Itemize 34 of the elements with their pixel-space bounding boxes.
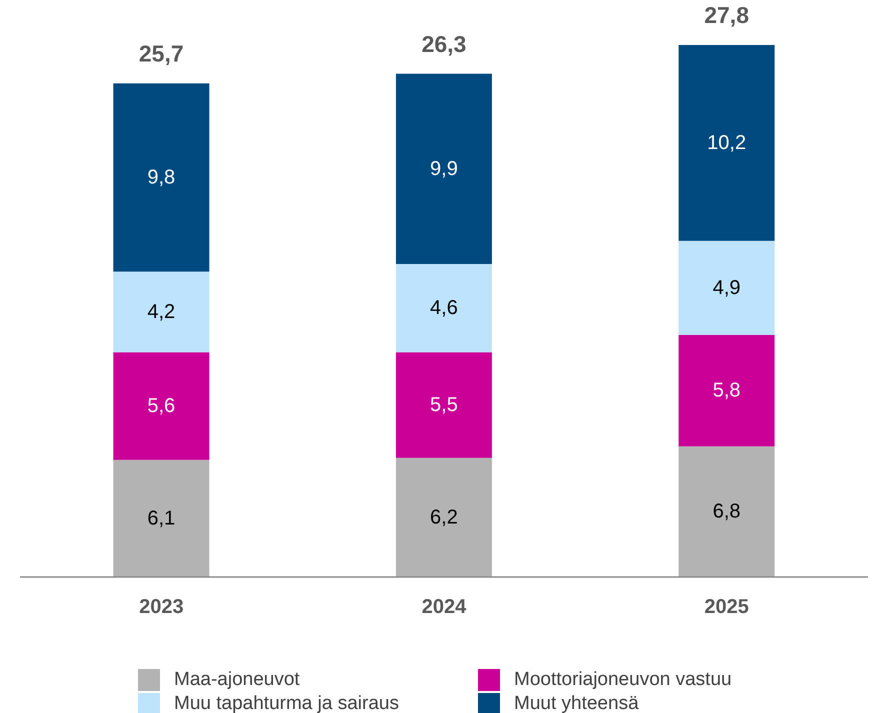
legend-label: Muut yhteensä xyxy=(514,693,639,713)
legend-label: Muu tapahturma ja sairaus xyxy=(174,693,399,713)
bar xyxy=(113,272,210,352)
data-label: 4,6 xyxy=(430,297,458,320)
total-label: 27,8 xyxy=(704,2,750,28)
x-tick-label: 2023 xyxy=(139,596,184,618)
data-label: 6,2 xyxy=(430,506,458,528)
bar xyxy=(396,74,492,264)
bar xyxy=(396,264,492,352)
data-label: 4,2 xyxy=(147,300,176,323)
bar xyxy=(396,458,492,577)
bar xyxy=(678,240,775,336)
data-label: 4,9 xyxy=(712,276,741,299)
bar xyxy=(113,83,210,272)
total-label: 26,3 xyxy=(422,30,466,57)
data-label: 10,2 xyxy=(707,132,746,154)
data-label: 5,5 xyxy=(430,394,458,416)
x-tick-label: 2025 xyxy=(704,596,749,618)
data-label: 6,1 xyxy=(147,507,176,530)
bar xyxy=(678,45,775,241)
bar xyxy=(678,335,775,446)
data-label: 5,6 xyxy=(147,395,176,418)
bar xyxy=(113,352,210,460)
legend-label: Maa-ajoneuvot xyxy=(174,669,300,691)
legend-label: Moottoriajoneuvon vastuu xyxy=(514,669,732,691)
data-label: 5,8 xyxy=(712,380,741,402)
total-label: 25,7 xyxy=(138,40,184,66)
data-label: 6,8 xyxy=(712,500,741,523)
x-tick-label: 2024 xyxy=(422,596,468,618)
bar xyxy=(113,460,210,577)
bar xyxy=(396,352,492,458)
data-label: 9,8 xyxy=(147,166,176,189)
bar xyxy=(678,446,775,577)
data-label: 9,9 xyxy=(430,158,458,180)
